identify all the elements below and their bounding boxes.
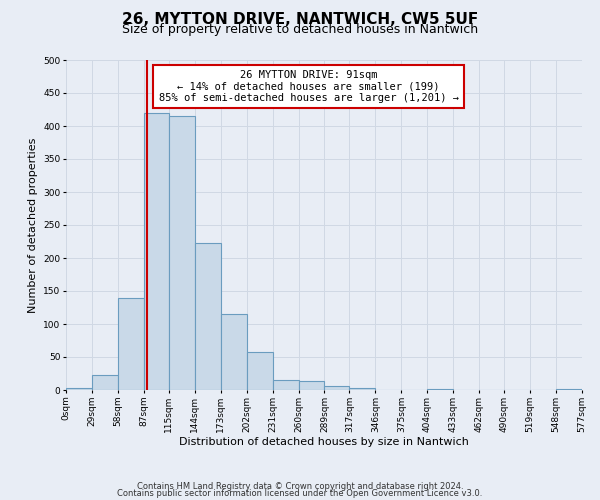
Text: Size of property relative to detached houses in Nantwich: Size of property relative to detached ho… bbox=[122, 22, 478, 36]
Bar bbox=[118, 298, 144, 390]
Text: 26, MYTTON DRIVE, NANTWICH, CW5 5UF: 26, MYTTON DRIVE, NANTWICH, CW5 5UF bbox=[122, 12, 478, 28]
X-axis label: Distribution of detached houses by size in Nantwich: Distribution of detached houses by size … bbox=[179, 438, 469, 448]
Bar bbox=[556, 388, 582, 390]
Bar bbox=[325, 386, 349, 390]
Bar bbox=[272, 380, 299, 390]
Bar bbox=[92, 376, 118, 390]
Text: 26 MYTTON DRIVE: 91sqm
← 14% of detached houses are smaller (199)
85% of semi-de: 26 MYTTON DRIVE: 91sqm ← 14% of detached… bbox=[158, 70, 458, 103]
Bar bbox=[195, 244, 221, 390]
Bar bbox=[247, 352, 272, 390]
Text: Contains public sector information licensed under the Open Government Licence v3: Contains public sector information licen… bbox=[118, 489, 482, 498]
Bar bbox=[299, 382, 325, 390]
Bar bbox=[66, 388, 92, 390]
Bar bbox=[427, 388, 453, 390]
Bar bbox=[169, 116, 195, 390]
Bar bbox=[221, 314, 247, 390]
Bar bbox=[349, 388, 376, 390]
Y-axis label: Number of detached properties: Number of detached properties bbox=[28, 138, 38, 312]
Bar bbox=[144, 113, 169, 390]
Text: Contains HM Land Registry data © Crown copyright and database right 2024.: Contains HM Land Registry data © Crown c… bbox=[137, 482, 463, 491]
